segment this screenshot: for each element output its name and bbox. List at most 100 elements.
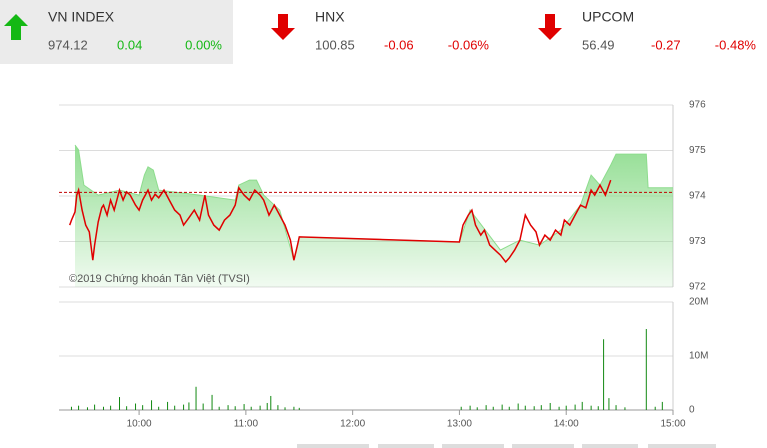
index-percent: -0.48% [715,37,757,52]
tab [442,444,504,448]
volume-bar [227,405,229,410]
volume-bar [558,406,560,410]
volume-bar [469,405,471,410]
panel-bg [0,0,233,64]
volume-bar [298,407,300,410]
volume-bar [293,406,295,410]
volume-bar [243,404,245,410]
volume-bar [476,407,478,410]
x-tick-label: 11:00 [234,419,259,430]
index-change: -0.06 [384,37,414,52]
volume-bar [533,406,535,410]
x-tick-label: 12:00 [340,419,365,430]
volume-bar [158,406,160,410]
volume-bar [142,405,144,410]
index-value: 974.12 [48,37,88,52]
index-change: -0.27 [651,37,681,52]
y-tick-label: 10M [689,351,708,362]
volume-bar [195,386,197,410]
price-line [68,179,612,264]
volume-bar [590,405,592,410]
volume-bar [492,406,494,410]
volume-bar [211,394,213,410]
volume-bar [70,406,72,410]
volume-bar [277,405,279,410]
volume-bar [284,407,286,410]
volume-bar [549,402,551,410]
volume-bar [102,406,104,410]
index-panel[interactable]: VN INDEX 974.12 0.04 0.00% [0,0,233,64]
index-percent: -0.06% [448,37,490,52]
tab [582,444,638,448]
volume-bar [654,406,656,410]
volume-bar [259,405,261,410]
index-value: 100.85 [315,37,355,52]
volume-bar [250,406,252,410]
volume-bar [574,404,576,410]
x-tick-label: 15:00 [660,419,685,430]
volume-chart: 0 10M 20M 10:00 11:00 12:00 13:00 14:00 15:00 [59,297,708,430]
volume-bar [119,397,121,410]
y-tick-label: 972 [689,282,706,293]
index-name: HNX [315,9,345,25]
volume-bar [603,339,605,410]
volume-bar [645,329,647,410]
tab [512,444,574,448]
area [75,145,673,287]
y-tick-label: 974 [689,191,706,202]
volume-bar [508,406,510,410]
volume-bar [151,400,153,410]
index-change: 0.04 [117,37,142,52]
price-chart: 972 973 974 975 976 ©2019 Chứng khoán Tân Việ… [59,100,706,293]
header: VN INDEX 974.12 0.04 0.00% HNX 100.85 -0.06 -0.… [0,0,756,64]
volume-bar [517,403,519,410]
x-tick-label: 13:00 [447,419,472,430]
y-tick-label: 0 [689,405,695,416]
volume-bar [608,398,610,410]
volume-bar [94,404,96,410]
index-percent: 0.00% [185,37,222,52]
volume-bar [661,401,663,410]
y-tick-label: 20M [689,297,708,308]
tab [297,444,369,448]
volume-bar [615,405,617,410]
volume-bar [78,405,80,410]
copyright: ©2019 Chứng khoán Tân Việt (TVSI) [69,273,250,285]
volume-bar [167,401,169,410]
y-tick-label: 976 [689,100,706,111]
index-name: UPCOM [582,9,634,25]
volume-bar [234,406,236,410]
area-edge [74,144,673,261]
volume-bar [218,406,220,410]
volume-bar [86,407,88,410]
index-name: VN INDEX [48,9,115,25]
volume-bar [540,405,542,410]
volume-bar [460,406,462,410]
direction-arrow [271,14,295,40]
volume-bar [597,406,599,410]
x-tick-label: 10:00 [127,419,152,430]
volume-bar [524,405,526,410]
volume-bar [188,402,190,410]
tab [648,444,716,448]
volume-bar [174,405,176,410]
volume-bar [565,405,567,410]
volume-bar [266,402,268,410]
volume-bar [501,404,503,410]
volume-bar [126,406,128,410]
index-value: 56.49 [582,37,615,52]
volume-bar [485,405,487,410]
volume-bar [183,404,185,410]
volume-bar [624,407,626,410]
volume-bar [135,403,137,410]
index-panel[interactable]: HNX 100.85 -0.06 -0.06% [271,9,489,53]
direction-arrow [4,14,28,40]
volume-bar [270,395,272,410]
y-tick-label: 973 [689,236,706,247]
volume-bar [581,401,583,410]
volume-bar [202,403,204,410]
index-panel[interactable]: UPCOM 56.49 -0.27 -0.48% [538,9,756,53]
direction-arrow [538,14,562,40]
